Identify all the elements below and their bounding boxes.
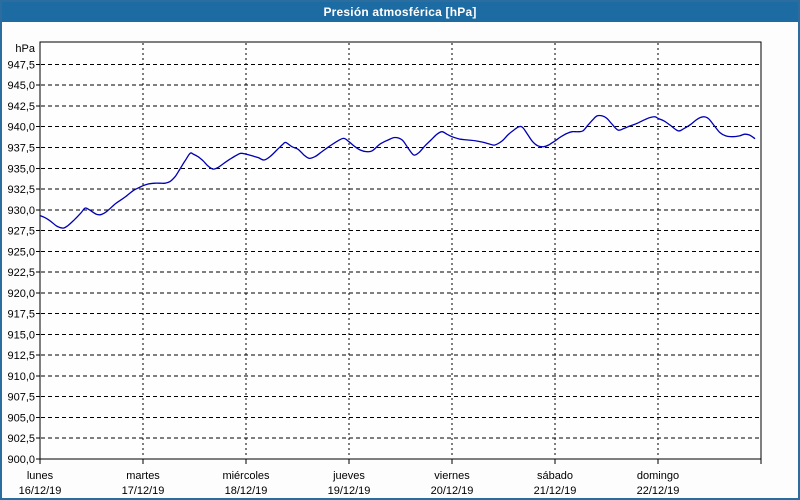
plot-frame	[39, 41, 762, 460]
y-tick-label: 937,5	[7, 142, 35, 154]
y-tick-label: 945,0	[7, 80, 35, 92]
unit-label: hPa	[15, 43, 35, 55]
y-tick-label: 920,0	[7, 288, 35, 300]
date-label: 18/12/19	[225, 485, 268, 497]
date-label: 19/12/19	[328, 485, 371, 497]
y-tick-label: 942,5	[7, 101, 35, 113]
date-label: 22/12/19	[637, 485, 680, 497]
y-tick-label: 917,5	[7, 309, 35, 321]
date-label: 17/12/19	[122, 485, 165, 497]
y-tick-label: 915,0	[7, 329, 35, 341]
weekday-label: viernes	[434, 470, 470, 482]
y-tick-label: 930,0	[7, 205, 35, 217]
y-tick-label: 947,5	[7, 59, 35, 71]
pressure-line	[39, 114, 756, 229]
weekday-label: jueves	[332, 470, 365, 482]
weekday-label: domingo	[637, 470, 679, 482]
y-tick-label: 902,5	[7, 433, 35, 445]
date-label: 20/12/19	[431, 485, 474, 497]
title-bar: Presión atmosférica [hPa]	[2, 2, 798, 22]
y-tick-label: 935,0	[7, 163, 35, 175]
y-tick-label: 907,5	[7, 392, 35, 404]
y-tick-label: 910,0	[7, 371, 35, 383]
date-label: 16/12/19	[19, 485, 62, 497]
weekday-label: martes	[126, 470, 160, 482]
window-title: Presión atmosférica [hPa]	[323, 5, 477, 19]
y-tick-label: 925,0	[7, 246, 35, 258]
weekday-label: sábado	[537, 470, 573, 482]
y-tick-label: 905,0	[7, 412, 35, 424]
pressure-chart: 947,5 945,0 942,5 940,0 937,5 935,0 932,5 930,0…	[7, 41, 762, 497]
date-label: 21/12/19	[534, 485, 577, 497]
weekday-label: lunes	[27, 470, 54, 482]
y-tick-label: 922,5	[7, 267, 35, 279]
y-tick-label: 912,5	[7, 350, 35, 362]
y-tick-label: 932,5	[7, 184, 35, 196]
y-tick-label: 900,0	[7, 454, 35, 466]
y-tick-label: 940,0	[7, 122, 35, 134]
weekday-label: miércoles	[222, 470, 270, 482]
y-tick-label: 927,5	[7, 226, 35, 238]
